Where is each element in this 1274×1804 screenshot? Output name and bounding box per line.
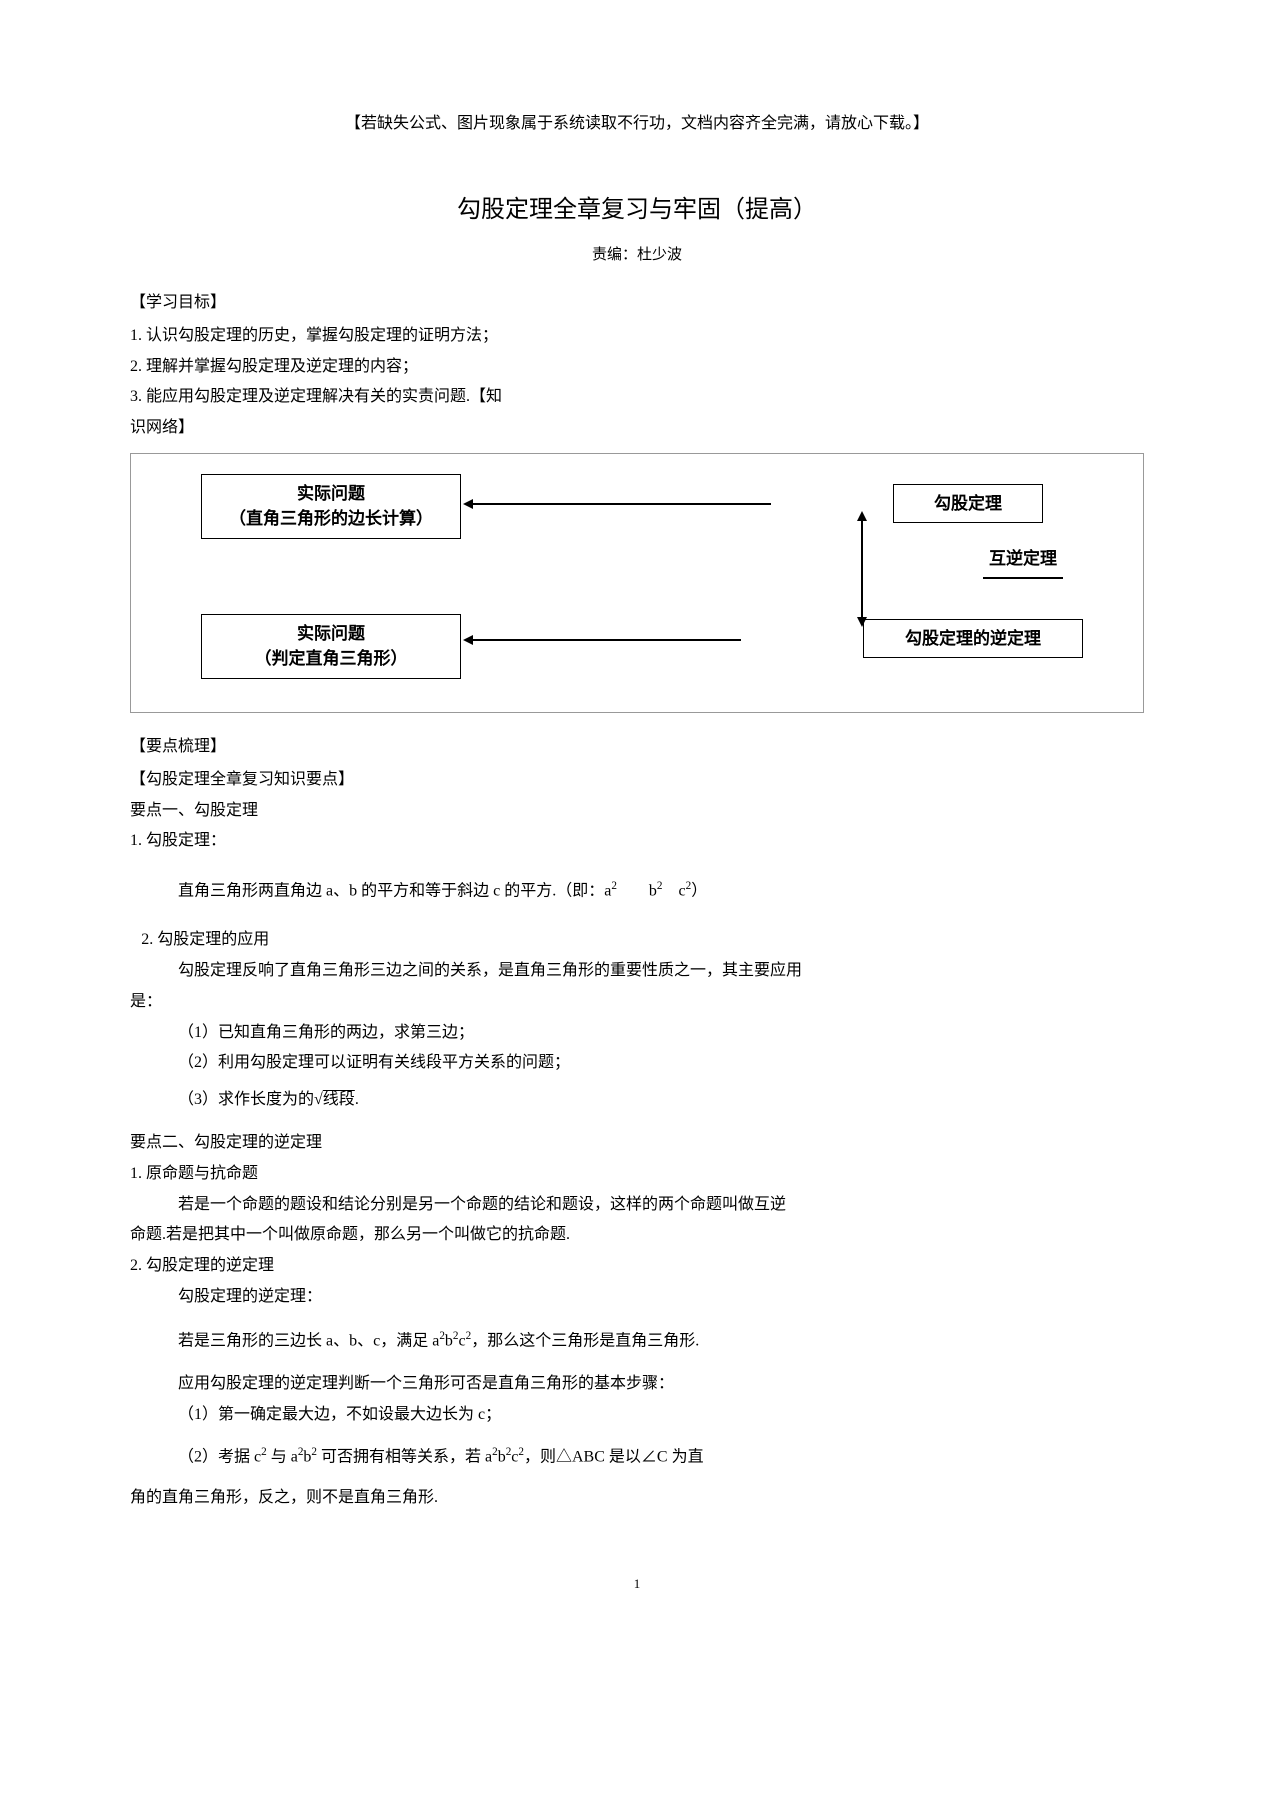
point-sub: 1. 勾股定理： bbox=[130, 827, 1144, 856]
formula-prefix: 若是三角形的三边长 a、b、c，满足 a bbox=[178, 1332, 439, 1349]
formula-text: 若是三角形的三边长 a、b、c，满足 a2b2c2，那么这个三角形是直角三角形. bbox=[130, 1326, 1144, 1356]
box-text: 勾股定理 bbox=[934, 494, 1002, 513]
arrow-icon bbox=[463, 635, 473, 645]
formula-suffix: ，那么这个三角形是直角三角形. bbox=[471, 1332, 699, 1349]
editor-credit: 责编：杜少波 bbox=[130, 242, 1144, 269]
outline-heading: 【要点梳理】 bbox=[130, 733, 1144, 762]
point-heading: 要点一、勾股定理 bbox=[130, 797, 1144, 826]
formula-var: c bbox=[459, 1332, 466, 1349]
body-text: 勾股定理反响了直角三角形三边之间的关系，是直角三角形的重要性质之一，其主要应用 bbox=[130, 957, 1144, 986]
diagram-box-bottom-left: 实际问题 （判定直角三角形） bbox=[201, 614, 461, 679]
list-item: （2）考据 c2 与 a2b2 可否拥有相等关系，若 a2b2c2，则△ABC … bbox=[130, 1442, 1144, 1472]
formula-var: b bbox=[649, 882, 657, 899]
body-text: 勾股定理的逆定理： bbox=[130, 1283, 1144, 1312]
arrow-icon bbox=[857, 617, 867, 627]
diagram-box-bottom-right: 勾股定理的逆定理 bbox=[863, 619, 1083, 659]
exponent: 2 bbox=[611, 880, 617, 892]
objectives-heading: 【学习目标】 bbox=[130, 289, 1144, 318]
box-text: 实际问题 bbox=[297, 484, 365, 503]
objective-item: 识网络】 bbox=[130, 414, 1144, 443]
box-text: （直角三角形的边长计算） bbox=[229, 509, 433, 528]
list-item: （1）已知直角三角形的两边，求第三边； bbox=[130, 1019, 1144, 1048]
item-prefix: （3）求作长度为的 bbox=[178, 1091, 314, 1108]
point-sub: 2. 勾股定理的应用 bbox=[130, 926, 1144, 955]
arrow-icon bbox=[857, 511, 867, 521]
body-text: 应用勾股定理的逆定理判断一个三角形可否是直角三角形的基本步骤： bbox=[130, 1370, 1144, 1399]
exponent: 2 bbox=[657, 880, 663, 892]
point-heading: 要点二、勾股定理的逆定理 bbox=[130, 1129, 1144, 1158]
box-text: 勾股定理的逆定理 bbox=[905, 629, 1041, 648]
diagram-label: 互逆定理 bbox=[983, 544, 1063, 579]
arrow-icon bbox=[463, 499, 473, 509]
item-prefix: （2）考据 c bbox=[178, 1448, 261, 1465]
item-text: b bbox=[498, 1448, 506, 1465]
objective-item: 3. 能应用勾股定理及逆定理解决有关的实责问题.【知 bbox=[130, 383, 1144, 412]
formula-var: c bbox=[679, 882, 686, 899]
list-item: （3）求作长度为的√线段. bbox=[130, 1086, 1144, 1115]
formula-suffix: ） bbox=[691, 882, 707, 899]
point-sub: 1. 原命题与抗命题 bbox=[130, 1160, 1144, 1189]
list-item: （2）利用勾股定理可以证明有关线段平方关系的问题； bbox=[130, 1049, 1144, 1078]
item-suffix: . bbox=[355, 1091, 359, 1108]
point-sub: 2. 勾股定理的逆定理 bbox=[130, 1252, 1144, 1281]
sqrt-text: 线段 bbox=[323, 1091, 355, 1108]
box-text: （判定直角三角形） bbox=[255, 649, 408, 668]
document-title: 勾股定理全章复习与牢固（提高） bbox=[130, 189, 1144, 232]
body-text: 命题.若是把其中一个叫做原命题，那么另一个叫做它的抗命题. bbox=[130, 1221, 1144, 1250]
objective-item: 1. 认识勾股定理的历史，掌握勾股定理的证明方法； bbox=[130, 322, 1144, 351]
outline-subheading: 【勾股定理全章复习知识要点】 bbox=[130, 766, 1144, 795]
formula-prefix: 直角三角形两直角边 a、b 的平方和等于斜边 c 的平方.（即：a bbox=[178, 882, 611, 899]
body-text: 角的直角三角形，反之，则不是直角三角形. bbox=[130, 1484, 1144, 1513]
arrow-line bbox=[471, 639, 741, 641]
page-number: 1 bbox=[130, 1572, 1144, 1595]
diagram-box-top-left: 实际问题 （直角三角形的边长计算） bbox=[201, 474, 461, 539]
item-text: 可否拥有相等关系，若 a bbox=[317, 1448, 492, 1465]
arrow-line bbox=[471, 503, 771, 505]
item-text: 与 a bbox=[267, 1448, 298, 1465]
objective-item: 2. 理解并掌握勾股定理及逆定理的内容； bbox=[130, 353, 1144, 382]
document-notice: 【若缺失公式、图片现象属于系统读取不行功，文档内容齐全完满，请放心下载。】 bbox=[130, 110, 1144, 139]
flowchart-diagram: 实际问题 （直角三角形的边长计算） 勾股定理 互逆定理 实际问题 （判定直角三角… bbox=[130, 453, 1144, 713]
list-item: （1）第一确定最大边，不如设最大边长为 c； bbox=[130, 1401, 1144, 1430]
item-suffix: ，则△ABC 是以∠C 为直 bbox=[524, 1448, 704, 1465]
diagram-box-top-right: 勾股定理 bbox=[893, 484, 1043, 524]
body-text: 若是一个命题的题设和结论分别是另一个命题的结论和题设，这样的两个命题叫做互逆 bbox=[130, 1191, 1144, 1220]
formula-text: 直角三角形两直角边 a、b 的平方和等于斜边 c 的平方.（即：a2 b2 c2… bbox=[130, 876, 1144, 906]
box-text: 实际问题 bbox=[297, 624, 365, 643]
body-text: 是： bbox=[130, 988, 1144, 1017]
formula-var: b bbox=[445, 1332, 453, 1349]
arrow-line bbox=[861, 519, 863, 619]
